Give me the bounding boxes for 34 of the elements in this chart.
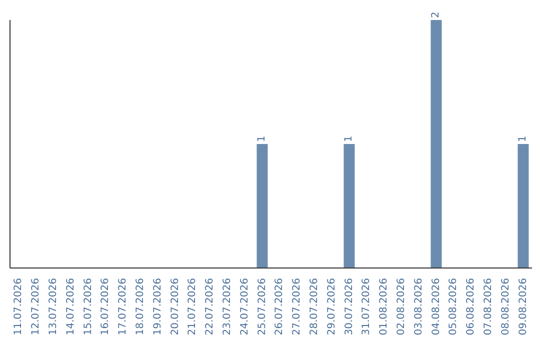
x-tick-label: 19.07.2026 — [152, 278, 164, 336]
x-tick-label: 22.07.2026 — [204, 278, 216, 336]
x-tick-label: 17.07.2026 — [118, 278, 129, 336]
x-tick-label: 27.07.2026 — [292, 278, 303, 336]
data-label: 1 — [344, 136, 355, 142]
x-tick-label: 01.08.2026 — [378, 278, 390, 336]
x-tick-label: 04.08.2026 — [430, 278, 442, 336]
x-tick-label: 03.08.2026 — [413, 278, 424, 336]
x-tick-label: 29.07.2026 — [326, 278, 338, 336]
x-tick-label: 24.07.2026 — [239, 278, 250, 336]
data-label: 1 — [256, 136, 268, 142]
x-tick-label: 06.08.2026 — [466, 278, 477, 336]
x-tick-label: 28.07.2026 — [309, 278, 320, 336]
x-tick-label: 02.08.2026 — [396, 278, 407, 336]
x-tick-label: 31.07.2026 — [361, 278, 372, 336]
x-tick-label: 18.07.2026 — [135, 278, 146, 336]
x-tick-label: 09.08.2026 — [518, 278, 529, 336]
x-tick-label: 15.07.2026 — [82, 278, 94, 336]
x-tick-label: 16.07.2026 — [100, 278, 112, 336]
data-label: 2 — [430, 12, 442, 18]
x-tick-label: 23.07.2026 — [222, 278, 233, 336]
x-tick-label: 30.07.2026 — [344, 278, 355, 336]
x-tick-label: 07.08.2026 — [483, 278, 494, 336]
x-tick-label: 08.08.2026 — [500, 278, 512, 336]
x-tick-label: 25.07.2026 — [256, 278, 268, 336]
x-tick-label: 12.07.2026 — [30, 278, 42, 336]
data-label: 1 — [518, 136, 529, 142]
x-tick-label: 14.07.2026 — [65, 278, 76, 336]
x-tick-label: 21.07.2026 — [187, 278, 198, 336]
x-tick-label: 20.07.2026 — [170, 278, 181, 336]
x-tick-label: 26.07.2026 — [274, 278, 286, 336]
x-tick-label: 13.07.2026 — [48, 278, 59, 336]
x-tick-label: 05.08.2026 — [448, 278, 460, 336]
x-tick-label: 11.07.2026 — [13, 278, 24, 336]
